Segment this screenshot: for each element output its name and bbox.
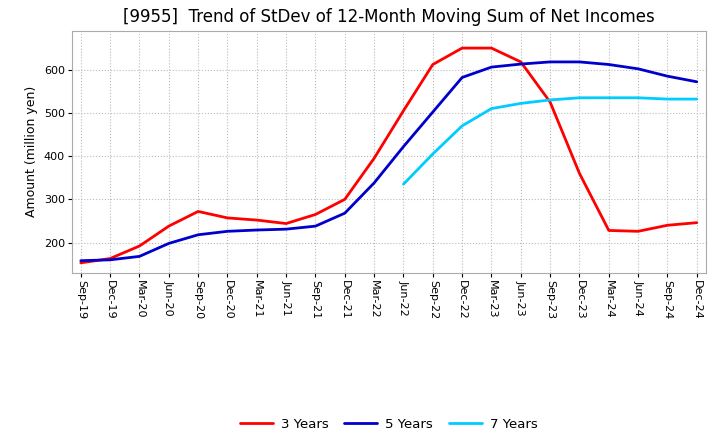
3 Years bbox=[282, 221, 290, 226]
5 Years bbox=[458, 75, 467, 80]
3 Years bbox=[605, 228, 613, 233]
3 Years bbox=[341, 197, 349, 202]
Line: 5 Years: 5 Years bbox=[81, 62, 697, 260]
7 Years bbox=[487, 106, 496, 111]
3 Years bbox=[546, 99, 554, 105]
3 Years bbox=[458, 45, 467, 51]
5 Years bbox=[428, 110, 437, 115]
5 Years bbox=[341, 210, 349, 216]
5 Years bbox=[282, 227, 290, 232]
7 Years bbox=[516, 101, 525, 106]
5 Years bbox=[605, 62, 613, 67]
5 Years bbox=[253, 227, 261, 233]
5 Years bbox=[546, 59, 554, 65]
5 Years bbox=[634, 66, 642, 71]
3 Years bbox=[428, 62, 437, 67]
3 Years bbox=[106, 256, 114, 261]
5 Years bbox=[76, 258, 85, 263]
7 Years bbox=[458, 123, 467, 128]
3 Years bbox=[194, 209, 202, 214]
3 Years bbox=[399, 108, 408, 114]
3 Years bbox=[223, 215, 232, 220]
5 Years bbox=[135, 254, 144, 259]
7 Years bbox=[428, 151, 437, 157]
3 Years bbox=[693, 220, 701, 225]
5 Years bbox=[370, 180, 379, 186]
5 Years bbox=[516, 62, 525, 67]
5 Years bbox=[194, 232, 202, 238]
5 Years bbox=[311, 224, 320, 229]
3 Years bbox=[370, 156, 379, 161]
Line: 7 Years: 7 Years bbox=[403, 98, 697, 184]
5 Years bbox=[487, 64, 496, 70]
3 Years bbox=[76, 260, 85, 265]
3 Years bbox=[634, 229, 642, 234]
7 Years bbox=[605, 95, 613, 100]
5 Years bbox=[164, 241, 173, 246]
7 Years bbox=[693, 96, 701, 102]
Legend: 3 Years, 5 Years, 7 Years: 3 Years, 5 Years, 7 Years bbox=[235, 412, 543, 436]
7 Years bbox=[399, 182, 408, 187]
3 Years bbox=[663, 223, 672, 228]
5 Years bbox=[399, 144, 408, 149]
7 Years bbox=[575, 95, 584, 100]
7 Years bbox=[663, 96, 672, 102]
5 Years bbox=[663, 73, 672, 79]
3 Years bbox=[311, 212, 320, 217]
3 Years bbox=[135, 243, 144, 249]
5 Years bbox=[575, 59, 584, 65]
5 Years bbox=[106, 257, 114, 263]
7 Years bbox=[546, 97, 554, 103]
3 Years bbox=[487, 45, 496, 51]
Title: [9955]  Trend of StDev of 12-Month Moving Sum of Net Incomes: [9955] Trend of StDev of 12-Month Moving… bbox=[123, 8, 654, 26]
5 Years bbox=[693, 79, 701, 84]
3 Years bbox=[516, 59, 525, 65]
Line: 3 Years: 3 Years bbox=[81, 48, 697, 263]
Y-axis label: Amount (million yen): Amount (million yen) bbox=[25, 86, 38, 217]
7 Years bbox=[634, 95, 642, 100]
3 Years bbox=[164, 224, 173, 229]
3 Years bbox=[253, 217, 261, 223]
5 Years bbox=[223, 229, 232, 234]
3 Years bbox=[575, 171, 584, 176]
